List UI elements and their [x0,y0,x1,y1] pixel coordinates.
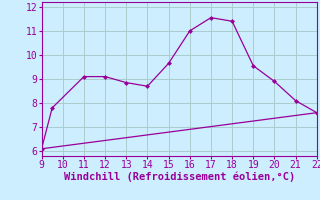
X-axis label: Windchill (Refroidissement éolien,°C): Windchill (Refroidissement éolien,°C) [64,172,295,182]
